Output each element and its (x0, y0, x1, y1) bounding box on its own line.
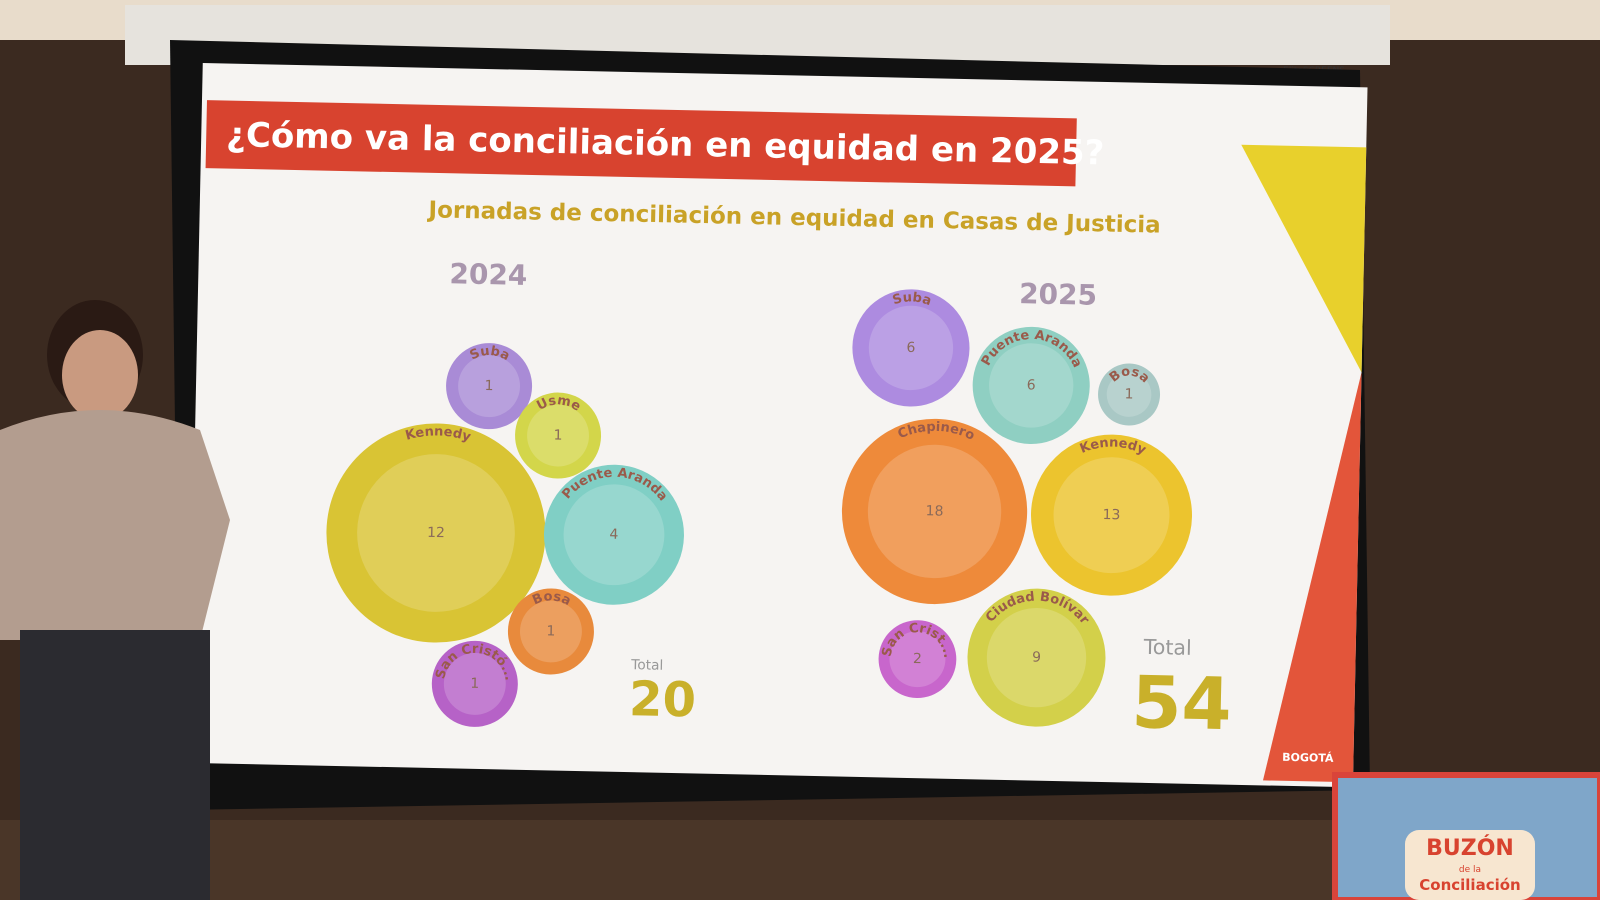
bubble (446, 343, 533, 430)
bubble-inner (563, 484, 665, 586)
bubble-inner (458, 355, 521, 418)
total-label: Total (1142, 635, 1192, 660)
bubble (967, 588, 1106, 727)
bubble-inner (868, 305, 954, 391)
deco-yellow (1241, 144, 1367, 373)
chart-year: 2025 (1019, 277, 1098, 312)
bubble (326, 423, 546, 643)
bubble (841, 418, 1028, 605)
bubble-value: 13 (1102, 507, 1120, 523)
total-label: Total (630, 657, 663, 674)
bubble (543, 464, 684, 605)
total-value: 20 (629, 671, 697, 728)
bubble-inner (1106, 372, 1152, 417)
bubble (852, 289, 970, 407)
bubble-inner (1053, 457, 1170, 574)
bubble-inner (889, 631, 946, 688)
bubble (972, 326, 1090, 444)
bubble-value: 1 (470, 676, 479, 692)
bubble-value: 12 (427, 525, 445, 541)
bubble-value: 6 (906, 340, 915, 356)
bubble-value: 2 (913, 651, 922, 667)
bubble (507, 588, 594, 675)
slide: ¿Cómo va la conciliación en equidad en 2… (188, 63, 1368, 788)
bubble (515, 392, 602, 479)
bubble-value: 1 (1124, 386, 1133, 402)
bubble-inner (527, 404, 590, 467)
title-banner (205, 100, 1077, 187)
deco-red (1262, 372, 1362, 783)
sign-text: Conciliación (1419, 876, 1520, 894)
sign-text: BUZÓN (1426, 835, 1514, 861)
bubble-value: 18 (925, 503, 943, 519)
chart-year: 2024 (449, 257, 528, 292)
bubble (431, 640, 518, 727)
speaker (0, 300, 230, 900)
bubble-label-text: Kennedy (1078, 435, 1149, 459)
bubble-inner (867, 444, 1002, 579)
total-value: 54 (1131, 660, 1233, 746)
bubble-value: 1 (484, 378, 493, 394)
sign-box: BUZÓN de la Conciliación (1332, 772, 1600, 900)
bubble-value: 1 (553, 427, 562, 443)
bubble-value: 6 (1027, 377, 1036, 393)
bubble-inner (519, 600, 582, 663)
bubble-label-text: Kennedy (404, 424, 474, 446)
bubble-label: Kennedy (1078, 435, 1149, 459)
sign-text: de la (1459, 865, 1481, 875)
bubble-label: Kennedy (404, 424, 474, 446)
bubble-value: 4 (609, 527, 618, 543)
bubble-inner (989, 343, 1074, 428)
bubble (1030, 434, 1193, 596)
bubble (1098, 363, 1161, 426)
bubble-value: 1 (546, 623, 555, 639)
bubble-inner (443, 652, 506, 715)
bubble (878, 620, 957, 699)
bubble-inner (357, 454, 515, 612)
bubble-value: 9 (1032, 650, 1041, 666)
logo: BOGOTÁ (1282, 751, 1334, 765)
bubble-inner (986, 607, 1087, 708)
